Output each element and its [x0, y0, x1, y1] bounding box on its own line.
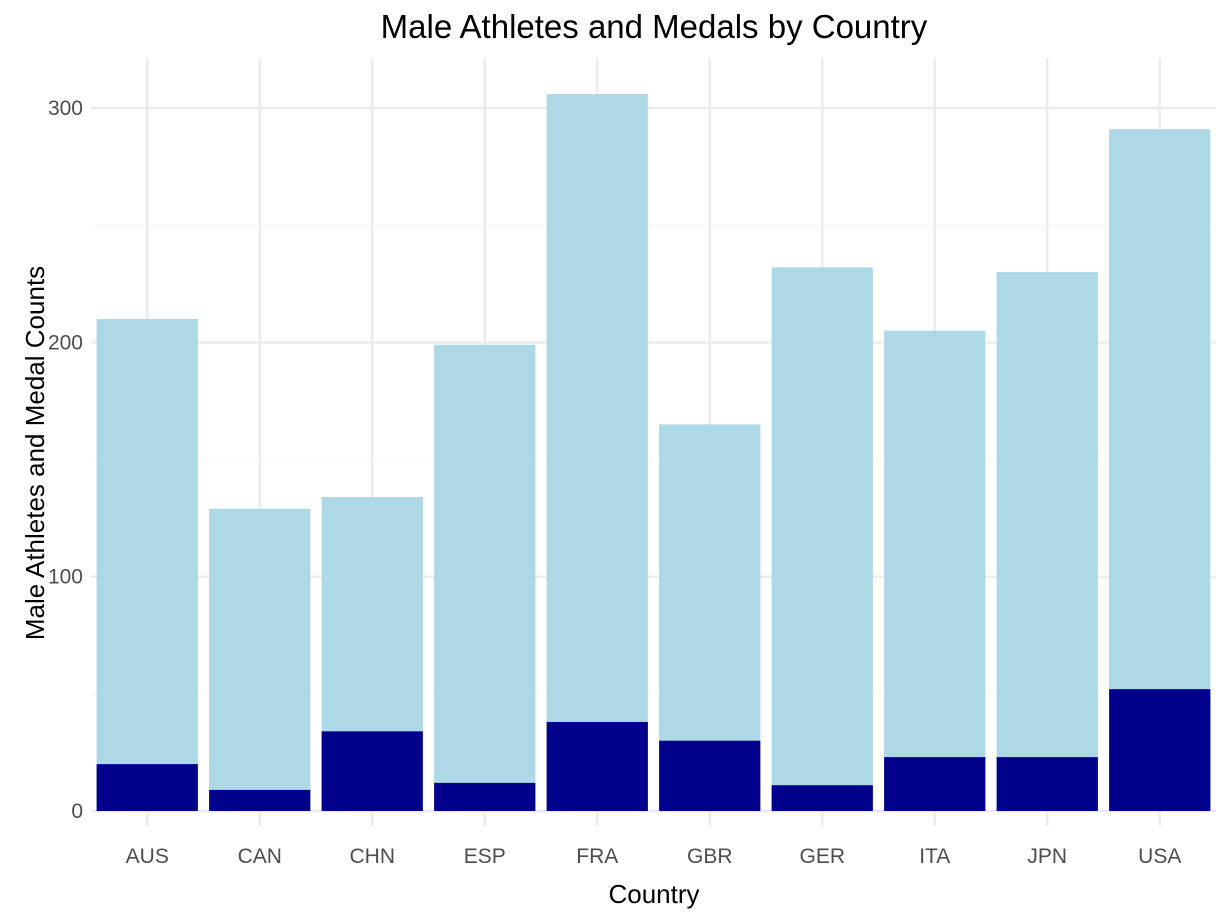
bar-fra-series-1 [546, 94, 648, 812]
x-tick-label: GBR [687, 845, 733, 868]
bar-jpn-series-1 [996, 272, 1098, 811]
x-tick-label: USA [1138, 845, 1181, 868]
y-tick-label: 200 [48, 331, 83, 354]
x-tick-label: CHN [350, 845, 396, 868]
y-tick-label: 300 [48, 97, 83, 120]
x-tick-label: CAN [238, 845, 282, 868]
bar-chn-series-2 [321, 731, 423, 811]
bar-ger-series-2 [771, 785, 873, 811]
x-axis-title: Country [608, 879, 699, 909]
chart-title: Male Athletes and Medals by Country [381, 8, 928, 45]
y-tick-label: 100 [48, 566, 83, 589]
bar-jpn-series-2 [996, 757, 1098, 811]
y-axis-title: Male Athletes and Medal Counts [20, 266, 50, 640]
bar-usa-series-2 [1109, 689, 1211, 811]
x-tick-label: ITA [919, 845, 950, 868]
tick-labels: AUS CAN CHN ESP FRA GBR GER ITA JPN USA 0 100 200 300 [48, 97, 1181, 868]
bar-can-series-2 [209, 789, 311, 811]
bar-aus-series-2 [96, 764, 198, 811]
x-tick-label: ESP [464, 845, 506, 868]
x-tick-label: AUS [126, 845, 169, 868]
bar-can-series-1 [209, 508, 311, 811]
bar-ita-series-2 [884, 757, 986, 811]
bar-ita-series-1 [884, 330, 986, 811]
x-tick-label: GER [799, 845, 845, 868]
bars [96, 94, 1211, 812]
bar-esp-series-1 [434, 344, 536, 811]
bar-aus-series-1 [96, 318, 198, 811]
x-tick-label: FRA [576, 845, 618, 868]
bar-ger-series-1 [771, 267, 873, 811]
y-tick-label: 0 [71, 800, 83, 823]
bar-esp-series-2 [434, 782, 536, 811]
x-tick-label: JPN [1027, 845, 1067, 868]
bar-fra-series-2 [546, 721, 648, 811]
bar-gbr-series-2 [659, 740, 761, 811]
